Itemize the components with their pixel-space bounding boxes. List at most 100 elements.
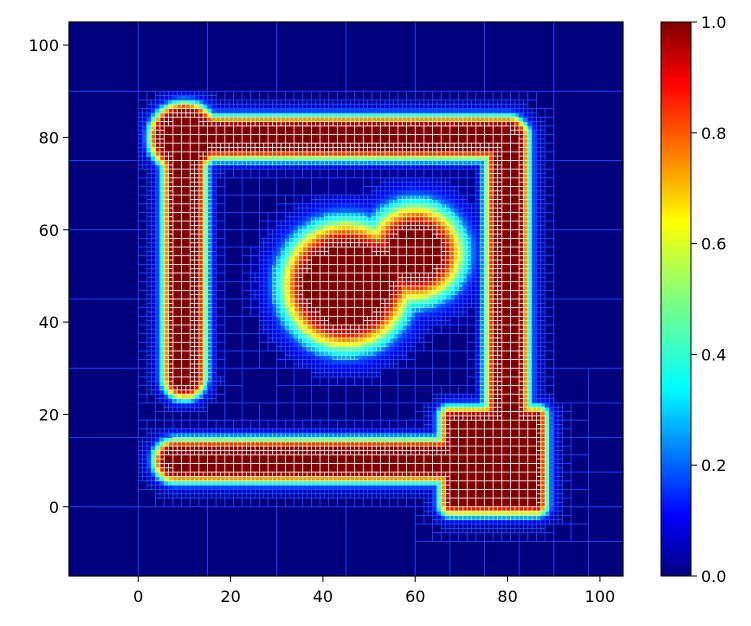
heatmap-cell (384, 480, 390, 486)
heatmap-cell (320, 446, 325, 451)
heatmap-cell (155, 281, 161, 287)
heatmap-cell (454, 117, 459, 122)
heatmap-cell (207, 160, 213, 166)
heatmap-cell (211, 428, 217, 434)
heatmap-cell (168, 251, 174, 257)
heatmap-cell (371, 420, 381, 430)
heatmap-cell (384, 143, 390, 148)
heatmap-cell (337, 160, 342, 166)
heatmap-cell (536, 424, 542, 430)
heatmap-cell (397, 117, 403, 122)
heatmap-cell (159, 394, 165, 399)
heatmap-cell (263, 489, 269, 495)
heatmap-cell (272, 160, 278, 166)
heatmap-cell (151, 346, 156, 352)
heatmap-cell (527, 420, 537, 430)
heatmap-cell (237, 121, 243, 127)
heatmap-cell (458, 151, 464, 157)
heatmap-cell (445, 433, 451, 438)
heatmap-cell (263, 251, 269, 257)
heatmap-cell (462, 303, 468, 308)
heatmap-cell (384, 437, 390, 443)
heatmap-cell (302, 320, 308, 326)
heatmap-cell (384, 363, 390, 369)
heatmap-cell (454, 195, 459, 200)
heatmap-cell (436, 290, 442, 295)
heatmap-cell (320, 437, 325, 443)
heatmap-cell (159, 476, 165, 482)
heatmap-cell (458, 260, 464, 265)
heatmap-cell (484, 389, 490, 395)
heatmap-cell (480, 238, 485, 244)
heatmap-cell (458, 294, 464, 300)
heatmap-cell (211, 229, 217, 235)
heatmap-cell (410, 329, 416, 334)
heatmap-cell (458, 472, 468, 482)
heatmap-cell (294, 169, 304, 179)
heatmap-cell (307, 121, 312, 127)
heatmap-cell (207, 177, 213, 183)
heatmap-cell (393, 299, 399, 304)
heatmap-cell (159, 342, 165, 347)
heatmap-cell (397, 229, 407, 239)
heatmap-cell (406, 99, 412, 105)
heatmap-cell (475, 225, 481, 231)
heatmap-cell (371, 446, 377, 451)
heatmap-cell (523, 511, 529, 516)
heatmap-cell (276, 476, 282, 482)
heatmap-cell (423, 121, 429, 127)
heatmap-cell (155, 368, 161, 373)
heatmap-cell (475, 316, 481, 321)
heatmap-cell (354, 368, 360, 373)
heatmap-cell (419, 199, 425, 205)
heatmap-cell (250, 454, 260, 464)
heatmap-cell (194, 368, 200, 373)
heatmap-cell (203, 112, 208, 118)
heatmap-cell (389, 290, 394, 295)
heatmap-cell (415, 463, 425, 473)
heatmap-cell (358, 359, 364, 365)
heatmap-cell (406, 208, 412, 213)
heatmap-cell (428, 489, 433, 495)
heatmap-cell (194, 173, 200, 179)
heatmap-cell (298, 229, 304, 235)
heatmap-cell (393, 489, 399, 495)
heatmap-cell (198, 177, 204, 183)
heatmap-cell (540, 437, 546, 443)
heatmap-cell (493, 472, 503, 482)
heatmap-cell (436, 273, 442, 278)
heatmap-cell (203, 489, 208, 495)
heatmap-cell (320, 147, 325, 153)
heatmap-cell (159, 134, 165, 140)
heatmap-cell (341, 195, 347, 200)
heatmap-cell (311, 342, 317, 347)
heatmap-cell (229, 441, 234, 447)
heatmap-cell (298, 221, 304, 226)
heatmap-cell (198, 238, 204, 244)
heatmap-cell (181, 108, 187, 114)
heatmap-cell (333, 428, 338, 434)
heatmap-cell (276, 290, 282, 295)
heatmap-cell (250, 437, 256, 443)
heatmap-cell (393, 182, 399, 187)
heatmap-cell (406, 104, 412, 109)
heatmap-cell (415, 112, 420, 118)
heatmap-cell (190, 307, 195, 313)
heatmap-cell (203, 394, 208, 399)
heatmap-cell (402, 156, 407, 161)
heatmap-cell (371, 186, 377, 192)
heatmap-cell (198, 480, 204, 486)
heatmap-cell (211, 480, 217, 486)
heatmap-cell (250, 428, 256, 434)
heatmap-cell (371, 346, 377, 352)
heatmap-cell (358, 216, 364, 222)
heatmap-cell (432, 229, 438, 235)
heatmap-cell (155, 134, 161, 140)
heatmap-cell (289, 316, 295, 321)
heatmap-cell (155, 255, 161, 261)
heatmap-cell (371, 307, 377, 313)
heatmap-cell (194, 307, 200, 313)
heatmap-cell (432, 143, 438, 148)
heatmap-cell (315, 450, 321, 456)
heatmap-cell (363, 342, 368, 347)
